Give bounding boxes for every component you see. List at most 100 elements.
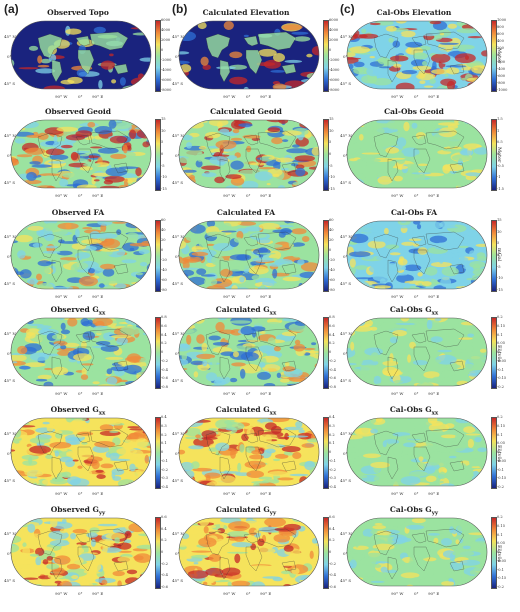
colorbar-tick: -0.05	[497, 458, 507, 463]
lat-label: 45° S	[172, 578, 184, 583]
continent-outline	[219, 556, 231, 580]
colorbar-tick: -5	[497, 264, 501, 269]
map-panel: Calculated Gxx 45° N 0° 45° S 90° W 0° 90° E 0.…	[172, 405, 340, 505]
colorbar-unit: Eötvös	[496, 545, 502, 563]
colorbar-tick: 5	[497, 241, 500, 246]
colorbar-tick: 0.6	[161, 323, 167, 328]
continent-outline	[77, 546, 95, 572]
lat-label: 45° N	[4, 234, 16, 239]
lat-label: 0°	[343, 153, 348, 158]
lat-label: 45° S	[340, 478, 352, 483]
lat-label: 0°	[175, 54, 180, 59]
continent-outline	[89, 428, 129, 448]
continent-outline	[387, 556, 399, 580]
panel-title-subscript: xx	[431, 310, 439, 317]
continent-outline	[113, 162, 129, 174]
colorbar-tick: -0.05	[497, 358, 507, 363]
colorbar-tick: -1000	[497, 88, 508, 92]
colorbar-tick: 0	[161, 550, 164, 554]
colorbar-tick: 15	[497, 218, 502, 222]
lat-label: 45° N	[172, 531, 184, 536]
lon-label: 90° E	[260, 591, 272, 596]
colorbar-tick: 0	[161, 450, 164, 454]
continent-outline	[51, 259, 63, 283]
lat-label: 45° S	[340, 281, 352, 286]
colorbar-tick: -4000	[329, 68, 340, 72]
map-panel: Calculated Geoid 45° N 0° 45° S 90° W 0° 90° E…	[172, 107, 340, 207]
lon-label: 90° E	[428, 193, 440, 198]
continent-outline	[245, 249, 263, 275]
continent-outline	[89, 231, 129, 251]
colorbar-tick: 0	[497, 350, 500, 354]
colorbar	[323, 119, 329, 191]
continent-outline	[281, 560, 297, 572]
colorbar-tick: 10	[161, 128, 166, 133]
map-panel: Observed FA 45° N 0° 45° S 90° W 0° 90° E 60 40 2…	[4, 208, 172, 308]
map-panel: Observed Geoid 45° N 0° 45° S 90° W 0° 90° E 15…	[4, 107, 172, 207]
colorbar-tick: 400	[497, 39, 504, 43]
lon-label: 90° E	[428, 94, 440, 99]
lon-label: 0°	[78, 193, 83, 198]
colorbar-tick: -80	[161, 288, 167, 292]
colorbar-tick: 5	[161, 140, 164, 145]
lat-label: 0°	[343, 351, 348, 356]
colorbar	[491, 119, 497, 191]
colorbar-tick: 15	[329, 117, 334, 121]
map-panel: Cal-Obs FA 45° N 0° 45° S 90° W 0° 90° E 15 10 5 0…	[340, 208, 508, 308]
colorbar-tick: 0.4	[329, 526, 335, 531]
panel-title: Observed Gxx	[4, 305, 152, 317]
lon-label: 90° W	[223, 193, 236, 198]
panel-title-subscript: xx	[98, 310, 106, 317]
lat-label: 0°	[175, 254, 180, 259]
colorbar-tick: 2000	[329, 38, 339, 42]
colorbar-tick: 40	[329, 228, 334, 232]
colorbar-tick: 200	[497, 46, 504, 50]
continent-outline	[449, 360, 465, 372]
lon-label: 90° W	[223, 294, 236, 299]
panel-title: Observed Geoid	[4, 107, 152, 116]
world-map	[178, 20, 320, 90]
panel-title: Calculated Geoid	[172, 107, 320, 116]
colorbar-tick: -0.15	[497, 576, 507, 581]
lon-label: 90° E	[260, 294, 272, 299]
continent-outline	[425, 328, 465, 348]
lat-label: 45° N	[4, 531, 16, 536]
colorbar-tick: 2000	[161, 38, 171, 42]
lat-label: 45° S	[172, 81, 184, 86]
colorbar	[155, 220, 161, 292]
colorbar-tick: -2000	[329, 58, 340, 62]
continent-outline	[51, 356, 63, 380]
continent-outline	[113, 560, 129, 572]
lat-label: 45° S	[172, 478, 184, 483]
continent-outline	[75, 235, 91, 247]
lon-label: 90° E	[260, 94, 272, 99]
continent-outline	[37, 330, 63, 356]
lon-label: 90° W	[55, 193, 68, 198]
colorbar	[491, 20, 497, 92]
continent-outline	[205, 233, 231, 259]
lon-label: 90° W	[391, 591, 404, 596]
continent-outline	[411, 35, 427, 47]
continent-outline	[449, 460, 465, 472]
continent-outline	[219, 456, 231, 480]
colorbar-tick: -0.6	[329, 585, 336, 589]
lat-label: 45° S	[340, 578, 352, 583]
colorbar-tick: -0.1	[161, 458, 168, 463]
lon-label: 90° E	[92, 193, 104, 198]
map-panel: Calculated Gyy 45° N 0° 45° S 90° W 0° 90° E 0.…	[172, 505, 340, 605]
world-map	[10, 119, 152, 189]
continent-outline	[387, 158, 399, 182]
lon-label: 90° E	[428, 294, 440, 299]
colorbar-tick: 0	[497, 550, 500, 554]
colorbar-tick: -200	[497, 60, 506, 64]
colorbar-tick: -0.6	[329, 376, 336, 381]
colorbar-tick: 0.5	[497, 140, 503, 145]
lon-label: 0°	[246, 391, 251, 396]
continent-outline	[411, 532, 427, 544]
colorbar-unit: mGal	[496, 248, 502, 262]
continent-outline	[113, 460, 129, 472]
continent-outline	[449, 162, 465, 174]
panel-title-text: Observed G	[50, 405, 99, 414]
panel-title: Cal-Obs Gyy	[340, 505, 488, 517]
lat-label: 45° N	[172, 34, 184, 39]
